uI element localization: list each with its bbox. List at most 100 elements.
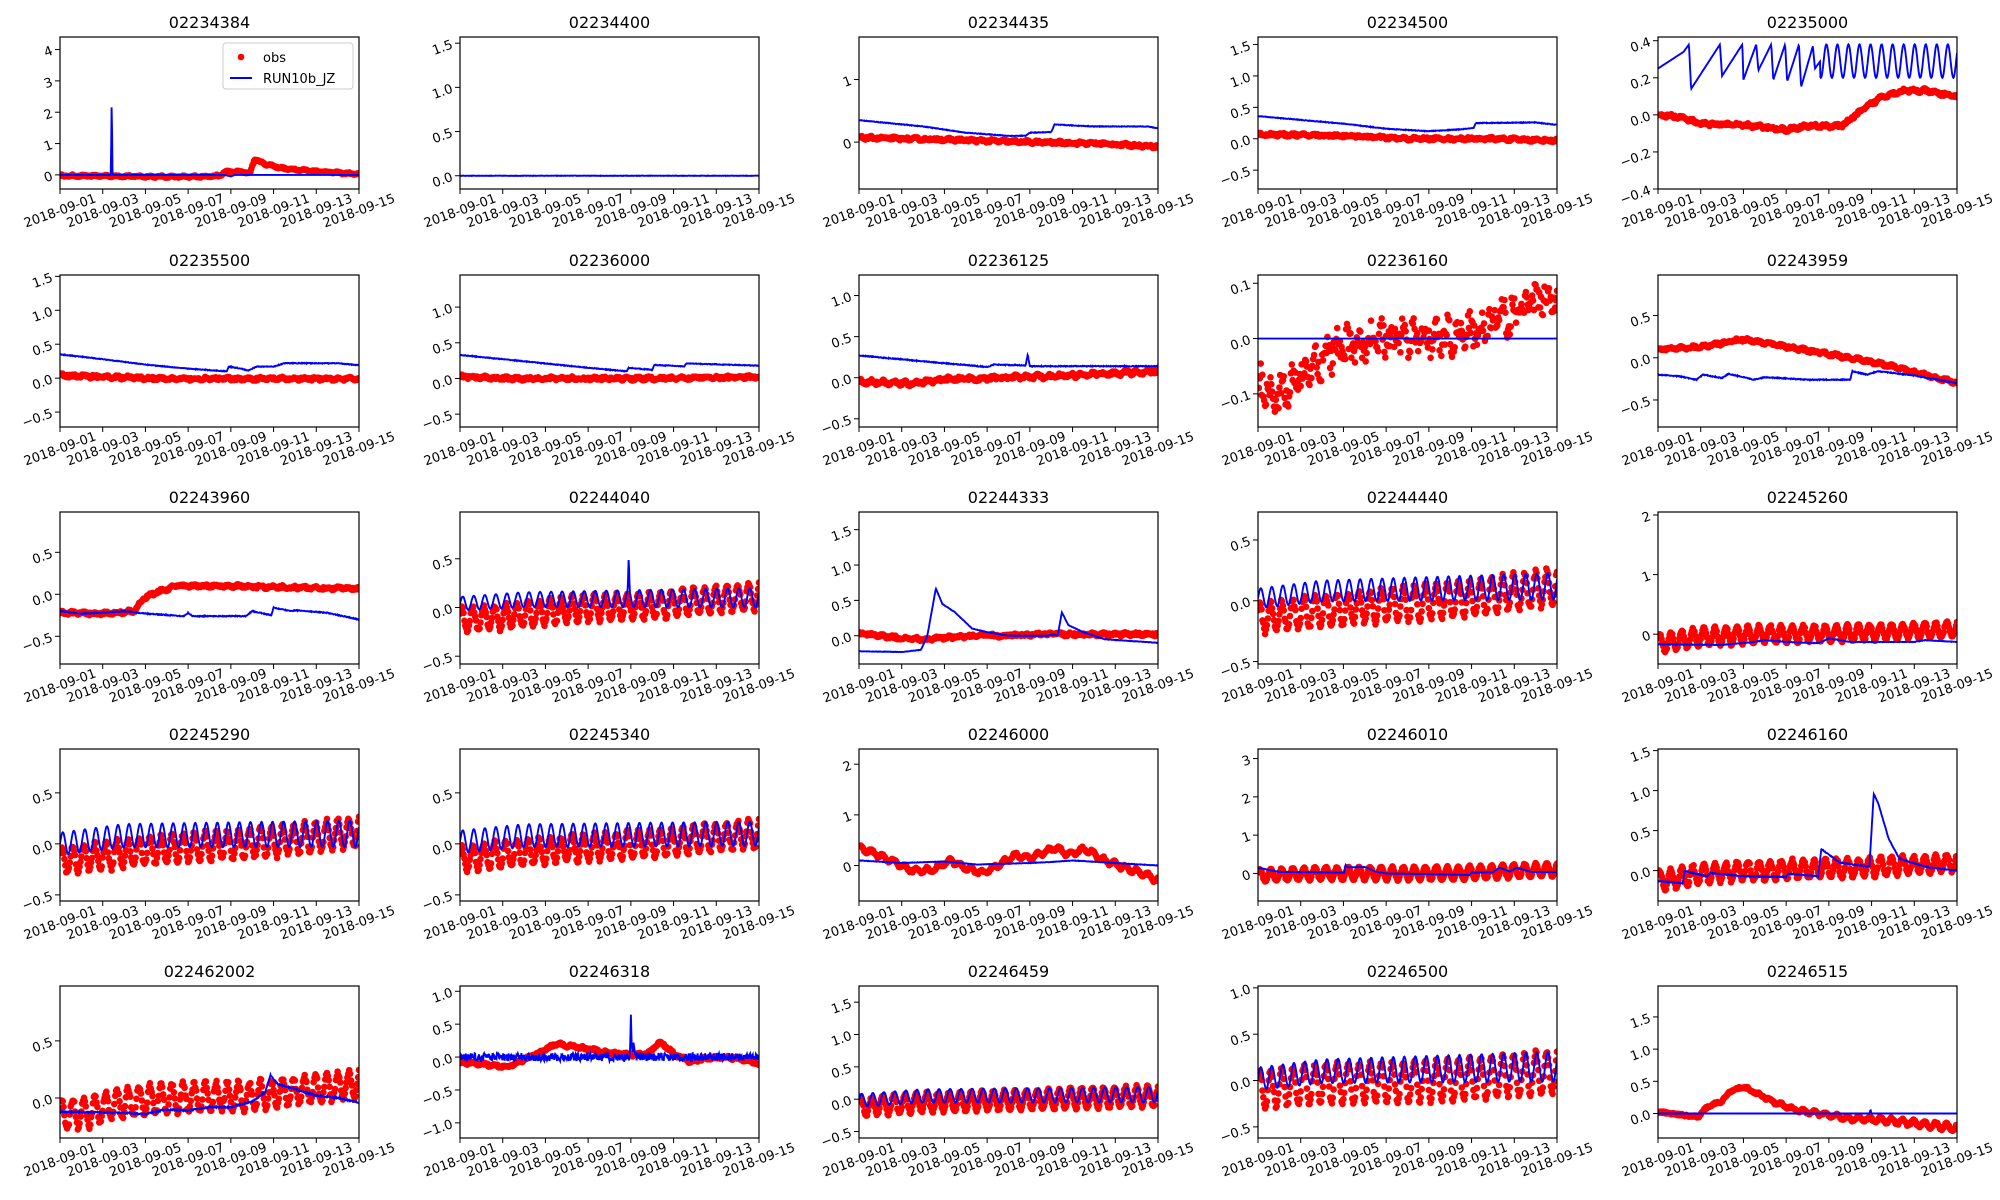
obs-point <box>1154 143 1158 151</box>
obs-point <box>1550 599 1557 606</box>
obs-point <box>553 617 561 625</box>
obs-point <box>538 608 546 616</box>
subplot: 02236160−0.10.00.12018-09-012018-09-0320… <box>1218 251 1595 469</box>
obs-point <box>1276 611 1283 618</box>
obs-point <box>1154 631 1158 639</box>
y-tick-label: 0.5 <box>830 331 855 352</box>
obs-point <box>1545 285 1553 292</box>
subplot-title: 02243959 <box>1767 251 1848 270</box>
axes-frame <box>59 36 360 190</box>
obs-point <box>1553 137 1557 144</box>
obs-point <box>1462 608 1469 615</box>
obs-point <box>1363 349 1370 357</box>
plot-area <box>1658 618 1957 656</box>
y-tick-label: 1.0 <box>830 290 855 311</box>
obs-point <box>1527 603 1535 610</box>
axes-frame <box>858 36 1159 190</box>
obs-point <box>1395 339 1402 347</box>
obs-point <box>755 579 759 586</box>
obs-point <box>559 598 566 606</box>
y-tick-label: −0.1 <box>1218 388 1253 413</box>
obs-point <box>685 611 692 619</box>
obs-point <box>754 585 759 593</box>
obs-point <box>1517 600 1524 607</box>
obs-point <box>1396 612 1403 619</box>
obs-point <box>1419 600 1426 608</box>
obs-point <box>533 609 540 617</box>
y-tick-label: 1.5 <box>431 38 456 59</box>
obs-point <box>1369 603 1377 610</box>
obs-point <box>1446 598 1454 606</box>
obs-point <box>1347 330 1354 337</box>
subplot-title: 02243960 <box>169 488 250 507</box>
y-tick-label: 1 <box>841 74 854 91</box>
y-tick-label: 1.0 <box>1229 70 1254 91</box>
obs-point <box>565 613 572 620</box>
obs-point <box>1417 615 1425 622</box>
obs-point <box>1406 614 1414 621</box>
obs-point <box>1352 606 1360 613</box>
obs-point <box>1344 324 1352 332</box>
obs-point <box>570 600 578 607</box>
axes-frame <box>1257 511 1558 665</box>
y-tick-label: 0.0 <box>431 602 456 623</box>
obs-point <box>1346 595 1353 603</box>
obs-point <box>1374 605 1382 612</box>
obs-point <box>1258 360 1264 367</box>
obs-point <box>713 582 720 590</box>
y-tick-label: 0.5 <box>1629 310 1654 331</box>
obs-point <box>1333 324 1341 332</box>
obs-point <box>1385 606 1393 613</box>
obs-point <box>1269 610 1277 618</box>
plot-area <box>859 119 1158 152</box>
obs-point <box>1443 332 1450 339</box>
obs-point <box>751 608 758 615</box>
y-tick-label: −0.5 <box>420 651 455 676</box>
obs-point <box>1381 348 1388 356</box>
y-tick-label: 1.0 <box>431 301 456 322</box>
y-tick-label: −0.5 <box>1218 165 1253 190</box>
obs-point <box>1398 332 1405 339</box>
obs-point <box>1406 348 1414 356</box>
obs-point <box>1285 403 1292 410</box>
y-tick-label: 0.5 <box>31 547 56 568</box>
y-tick-label: −0.5 <box>20 406 55 431</box>
y-tick-label: 0.0 <box>31 589 56 610</box>
obs-point <box>593 605 601 613</box>
axes-frame <box>59 274 360 428</box>
y-tick-label: 1.0 <box>31 305 56 326</box>
obs-point <box>1263 621 1271 629</box>
obs-point <box>1373 612 1381 619</box>
obs-point <box>1446 316 1453 324</box>
obs-point <box>521 612 529 619</box>
obs-point <box>1307 623 1314 630</box>
obs-series <box>859 628 1158 645</box>
obs-point <box>1448 353 1456 361</box>
y-tick-label: −0.5 <box>819 413 854 438</box>
obs-point <box>1414 329 1421 337</box>
obs-point <box>1319 357 1327 364</box>
obs-point <box>1258 384 1263 392</box>
plot-area <box>60 581 359 621</box>
obs-point <box>1325 602 1332 609</box>
obs-point <box>642 607 650 615</box>
obs-point <box>1390 593 1398 601</box>
obs-point <box>355 583 359 591</box>
subplot: 022443330.00.51.01.52018-09-012018-09-03… <box>821 488 1196 706</box>
obs-point <box>499 616 507 624</box>
obs-point <box>1516 606 1523 614</box>
obs-point <box>1363 610 1370 617</box>
obs-point <box>1494 321 1501 329</box>
obs-point <box>1473 603 1481 611</box>
obs-point <box>1351 359 1359 366</box>
y-tick-label: 0.0 <box>1629 352 1654 373</box>
obs-point <box>1280 607 1288 614</box>
plot-area <box>859 586 1158 654</box>
obs-point <box>1491 306 1498 314</box>
obs-point <box>1290 596 1297 604</box>
obs-point <box>1436 347 1443 354</box>
obs-point <box>559 604 567 611</box>
obs-point <box>1451 606 1458 613</box>
obs-point <box>1518 300 1525 308</box>
